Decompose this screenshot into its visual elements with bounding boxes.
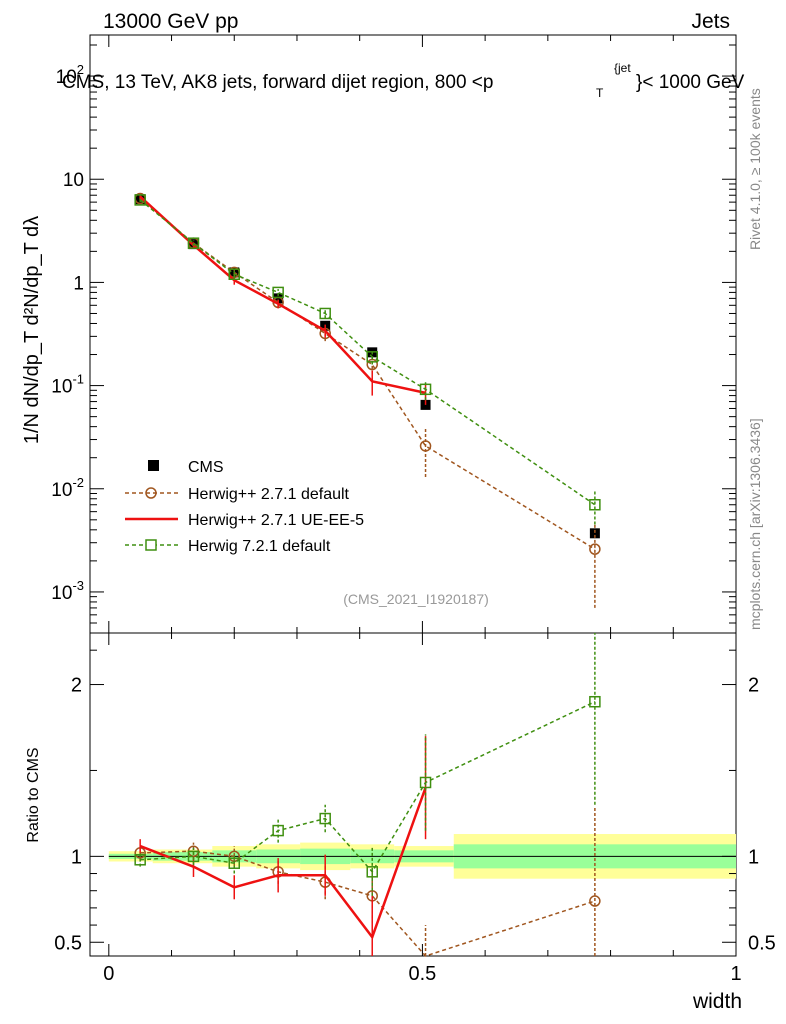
ratio-point-herwig721 bbox=[589, 695, 601, 708]
ylabel-main-text: 1/N dN/dp_T d²N/dp_T dλ bbox=[21, 216, 43, 444]
ylabel-main: 1/N dN/dp_T d²N/dp_T dλ bbox=[21, 216, 43, 444]
side-top: Rivet 4.1.0, ≥ 100k events bbox=[747, 88, 763, 250]
legend: CMS Herwig++ 2.7.1 default Herwig++ 2.7.… bbox=[125, 459, 364, 555]
ratio-point-herwig721 bbox=[134, 854, 146, 866]
x-tick-label: 0 bbox=[103, 963, 114, 985]
legend-herwig-default-marker bbox=[145, 487, 157, 499]
legend-herwig721-marker bbox=[145, 539, 157, 551]
plot-title-sup: {jet bbox=[614, 61, 631, 75]
ratio-point-herwig721 bbox=[366, 866, 378, 878]
main-point-herwig721 bbox=[134, 194, 146, 206]
main-point-herwig721 bbox=[319, 307, 331, 320]
plot-title-sub: T bbox=[596, 86, 604, 100]
header-left: 13000 GeV pp bbox=[103, 10, 238, 33]
main-point-herwig721 bbox=[228, 268, 241, 280]
ratio-panel: 0 0.5 1 0.5 0.5 1 1 2 2 bbox=[54, 632, 776, 985]
ratio-frame bbox=[89, 632, 737, 957]
ratio-y-tick-label-right: 2 bbox=[748, 675, 759, 697]
xlabel: width bbox=[692, 990, 742, 1013]
ratio-y-tick-label: 2 bbox=[71, 675, 82, 697]
ylabel-ratio-text: Ratio to CMS bbox=[25, 747, 42, 842]
main-point-herwig-default bbox=[419, 440, 432, 452]
main-point-herwig721 bbox=[272, 286, 284, 299]
x-tick-label: 0.5 bbox=[409, 963, 437, 985]
main-point-cms bbox=[273, 293, 284, 304]
watermark: (CMS_2021_I1920187) bbox=[343, 591, 489, 607]
y-tick-label: 10 bbox=[63, 170, 84, 191]
y-tick-label: 1 bbox=[73, 273, 84, 294]
main-point-herwig721 bbox=[187, 237, 200, 249]
ratio-y-tick-label: 1 bbox=[71, 846, 82, 868]
ratio-y-tick-label-right: 1 bbox=[748, 846, 759, 868]
plot-title-end: }< 1000 GeV bbox=[636, 72, 745, 93]
main-panel: 10-3 10-2 10-1 1 10 102 bbox=[51, 34, 737, 634]
side-bottom: mcplots.cern.ch [arXiv:1306.3436] bbox=[747, 418, 763, 630]
x-tick-label: 1 bbox=[730, 963, 741, 985]
ratio-point-herwig721 bbox=[419, 776, 432, 789]
main-point-herwig721 bbox=[589, 498, 601, 511]
y-tick-label: 10-1 bbox=[51, 372, 84, 398]
y-tick-label: 102 bbox=[56, 62, 84, 88]
ratio-point-herwig721 bbox=[187, 850, 200, 863]
ratio-point-herwig-default bbox=[589, 895, 601, 907]
legend-cms-label: CMS bbox=[188, 459, 224, 476]
plot-title: CMS, 13 TeV, AK8 jets, forward dijet reg… bbox=[62, 72, 493, 93]
header-right: Jets bbox=[691, 10, 730, 33]
side-top-text: Rivet 4.1.0, ≥ 100k events bbox=[747, 88, 763, 250]
ratio-point-herwig721 bbox=[319, 812, 331, 825]
main-series-line bbox=[139, 199, 596, 506]
ratio-point-herwig721 bbox=[272, 824, 284, 837]
legend-ueee5-label: Herwig++ 2.7.1 UE-EE-5 bbox=[188, 512, 364, 529]
main-point-herwig-default bbox=[589, 543, 601, 555]
main-point-herwig721 bbox=[366, 351, 378, 363]
ratio-y-tick-label: 0.5 bbox=[54, 932, 82, 954]
ratio-point-herwig721 bbox=[228, 857, 241, 869]
legend-cms-marker bbox=[148, 460, 159, 471]
main-point-herwig721 bbox=[419, 383, 432, 396]
legend-herwig-default-label: Herwig++ 2.7.1 default bbox=[188, 486, 350, 503]
main-point-cms bbox=[589, 528, 600, 539]
y-tick-label: 10-2 bbox=[51, 475, 84, 501]
main-frame bbox=[89, 34, 737, 634]
y-tick-label: 10-3 bbox=[51, 578, 84, 604]
ratio-y-tick-label-right: 0.5 bbox=[748, 932, 776, 954]
side-bottom-text: mcplots.cern.ch [arXiv:1306.3436] bbox=[747, 418, 763, 630]
legend-herwig721-label: Herwig 7.2.1 default bbox=[188, 538, 331, 555]
ylabel-ratio: Ratio to CMS bbox=[25, 747, 42, 842]
